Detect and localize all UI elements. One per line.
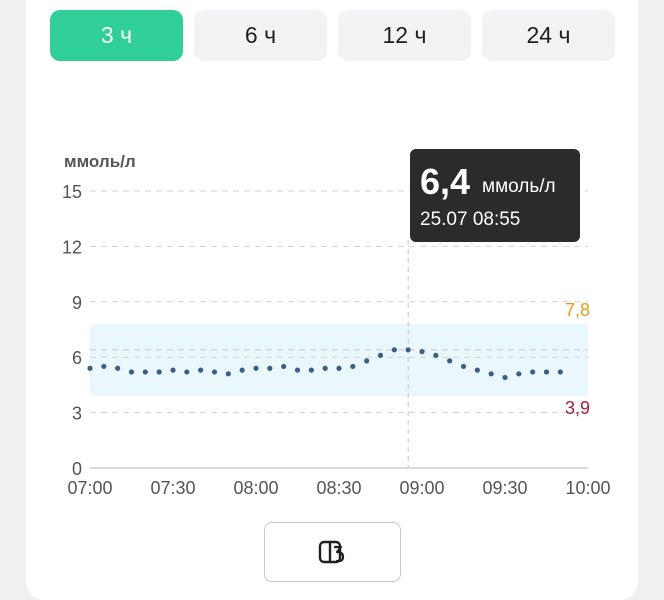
reading-dot: [184, 369, 190, 375]
tab-24h[interactable]: 24 ч: [482, 10, 615, 61]
reading-dot: [543, 369, 550, 375]
reading-dot: [225, 371, 231, 377]
reading-dot: [253, 365, 259, 371]
reading-dot: [516, 371, 522, 377]
x-tick-label: 10:00: [565, 478, 610, 498]
split-view-icon: [318, 540, 344, 564]
y-tick-label: 9: [72, 293, 82, 313]
y-axis-unit-label: ммоль/л: [64, 152, 136, 171]
lower-limit-label: 3,9: [565, 398, 590, 418]
tab-6h[interactable]: 6 ч: [194, 10, 327, 61]
reading-dot: [433, 352, 439, 358]
reading-dot: [128, 369, 135, 375]
tooltip-datetime: 25.07 08:55: [420, 209, 520, 230]
reading-dot: [322, 365, 328, 371]
reading-dot: [557, 369, 563, 375]
reading-dot: [377, 352, 384, 358]
reading-dot: [350, 363, 356, 370]
y-tick-label: 3: [72, 404, 82, 424]
glucose-readings: [87, 347, 563, 381]
tooltip-unit: ммоль/л: [482, 176, 556, 197]
reading-dot: [364, 358, 370, 364]
reading-dot: [267, 365, 273, 371]
reading-dot: [170, 367, 176, 373]
tab-12h[interactable]: 12 ч: [338, 10, 471, 61]
reading-dot: [336, 365, 342, 371]
reading-dot: [419, 349, 425, 355]
y-tick-label: 15: [62, 182, 82, 202]
glucose-chart[interactable]: 0 3 6 9 12 15 07:00 07:30 08:00 08:30 09:00 09:30 1…: [0, 0, 664, 520]
split-view-button[interactable]: [264, 522, 401, 582]
tooltip-background: [410, 149, 580, 242]
reading-dot: [294, 367, 301, 373]
reading-dot: [156, 369, 162, 375]
x-tick-label: 08:30: [316, 478, 361, 498]
reading-dot: [391, 347, 397, 353]
x-tick-label: 07:00: [67, 478, 112, 498]
x-axis: 07:00 07:30 08:00 08:30 09:00 09:30 10:00: [67, 478, 610, 498]
reading-dot: [460, 363, 467, 370]
reading-dot: [115, 365, 121, 371]
reading-dot: [530, 369, 536, 375]
reading-dot: [405, 347, 411, 353]
time-range-tabs: 3 ч 6 ч 12 ч 24 ч: [0, 0, 664, 62]
y-axis: 0 3 6 9 12 15: [62, 182, 82, 479]
y-tick-label: 6: [72, 348, 82, 368]
upper-limit-label: 7,8: [565, 300, 590, 320]
target-range-band: [90, 323, 588, 396]
reading-dot: [239, 367, 245, 373]
reading-dot: [211, 369, 218, 375]
y-tick-label: 12: [62, 237, 82, 257]
chart-grid: [90, 190, 588, 469]
value-tooltip: 6,4 ммоль/л 25.07 08:55: [410, 149, 580, 242]
tab-3h[interactable]: 3 ч: [50, 10, 183, 61]
reading-dot: [474, 367, 480, 373]
reading-dot: [101, 363, 107, 370]
reading-dot: [198, 367, 204, 373]
tooltip-value: 6,4: [420, 161, 470, 202]
x-tick-label: 09:30: [482, 478, 527, 498]
x-tick-label: 09:00: [399, 478, 444, 498]
reading-dot: [447, 358, 453, 364]
y-tick-label: 0: [72, 459, 82, 479]
reading-dot: [142, 369, 148, 375]
reading-dot: [281, 363, 287, 370]
reading-dot: [488, 371, 494, 377]
x-tick-label: 08:00: [233, 478, 278, 498]
reading-dot: [87, 365, 93, 371]
reading-dot: [308, 367, 314, 373]
reading-dot: [502, 374, 508, 381]
chart-card: [26, 0, 638, 600]
x-tick-label: 07:30: [150, 478, 195, 498]
